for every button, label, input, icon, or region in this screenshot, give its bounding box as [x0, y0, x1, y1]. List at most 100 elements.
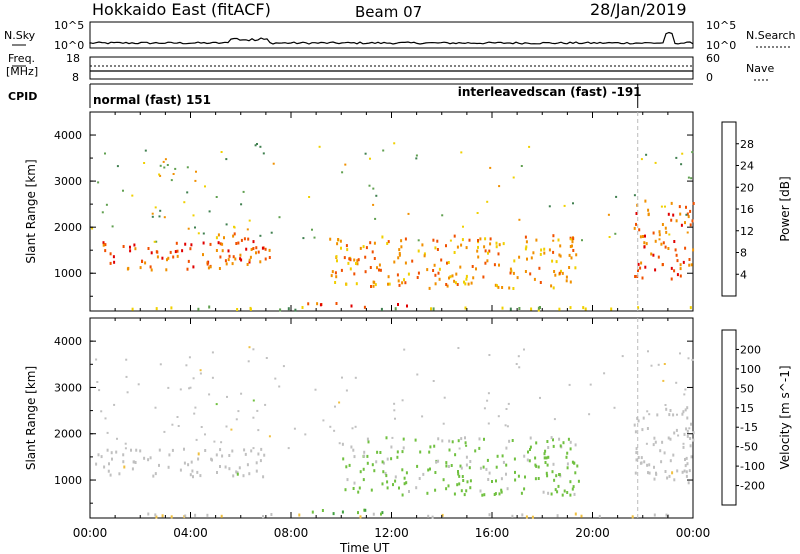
- data-cell: [175, 241, 178, 245]
- data-cell: [104, 249, 107, 253]
- data-cell: [556, 490, 559, 494]
- data-cell: [672, 413, 675, 417]
- cpid-segment-label-0: normal (fast) 151: [93, 93, 211, 107]
- data-cell: [558, 307, 561, 311]
- data-cell: [548, 248, 551, 252]
- data-cell: [262, 475, 265, 479]
- data-cell: [150, 251, 153, 255]
- data-cell: [123, 465, 126, 469]
- data-cell: [464, 306, 467, 310]
- data-cell: [462, 225, 464, 228]
- data-cell: [95, 358, 98, 361]
- data-cell: [158, 215, 161, 218]
- data-cell: [684, 464, 687, 468]
- data-cell: [559, 444, 562, 448]
- data-cell: [542, 490, 545, 494]
- data-cell: [414, 438, 417, 442]
- data-cell: [434, 488, 437, 492]
- data-cell: [478, 437, 481, 441]
- data-cell: [159, 164, 162, 167]
- data-cell: [545, 456, 548, 460]
- data-cell: [396, 450, 399, 454]
- data-cell: [675, 156, 678, 159]
- data-cell: [679, 274, 682, 278]
- freq-right-tick-top: 60: [706, 52, 720, 65]
- data-cell: [660, 460, 663, 464]
- noise-right-tick-top: 10^5: [706, 19, 736, 32]
- data-cell: [445, 487, 448, 491]
- data-cell: [378, 263, 381, 267]
- data-cell: [341, 510, 344, 514]
- data-cell: [456, 483, 459, 487]
- data-cell: [685, 427, 688, 431]
- data-cell: [248, 346, 251, 349]
- data-cell: [192, 214, 195, 217]
- data-cell: [349, 258, 352, 262]
- data-cell: [176, 249, 179, 253]
- data-cell: [221, 454, 224, 458]
- data-cell: [540, 248, 543, 252]
- data-cell: [654, 161, 657, 164]
- panel1-frame: [89, 111, 694, 312]
- data-cell: [322, 419, 325, 422]
- data-cell: [193, 412, 196, 415]
- data-cell: [405, 481, 408, 485]
- data-cell: [550, 284, 553, 288]
- data-cell: [163, 166, 166, 169]
- data-cell: [282, 365, 285, 368]
- data-cell: [664, 226, 667, 230]
- data-cell: [192, 475, 194, 479]
- data-cell: [667, 436, 670, 440]
- data-cell: [345, 389, 348, 392]
- data-cell: [669, 459, 672, 463]
- data-cell: [565, 279, 568, 283]
- data-cell: [487, 392, 490, 395]
- data-cell: [642, 416, 645, 420]
- data-cell: [183, 201, 186, 204]
- data-cell: [496, 284, 498, 288]
- data-cell: [209, 265, 212, 269]
- data-cell: [159, 174, 162, 177]
- data-cell: [270, 513, 273, 516]
- data-cell: [346, 478, 349, 482]
- data-cell: [528, 145, 531, 148]
- data-cell: [561, 271, 564, 275]
- cbar1-tick-label-0: 4: [740, 268, 747, 281]
- data-cell: [294, 308, 297, 312]
- cpid-segment-label-1: interleavedscan (fast) -191: [458, 85, 642, 99]
- data-cell: [262, 515, 264, 519]
- data-cell: [164, 158, 167, 161]
- data-cell: [107, 469, 110, 473]
- data-cell: [487, 422, 490, 425]
- data-cell: [131, 194, 134, 197]
- data-cell: [179, 468, 182, 472]
- nsearch-label: N.Search: [746, 29, 796, 42]
- data-cell: [686, 212, 689, 216]
- data-cell: [547, 491, 550, 495]
- cbar1-label: Power [dB]: [778, 176, 792, 241]
- freq-unit-label: [MHz]: [6, 65, 38, 78]
- data-cell: [104, 417, 107, 420]
- data-cell: [190, 243, 193, 247]
- data-cell: [419, 450, 422, 454]
- data-cell: [240, 238, 243, 242]
- data-cell: [495, 465, 498, 469]
- data-cell: [675, 253, 678, 257]
- data-cell: [664, 404, 667, 406]
- data-cell: [105, 203, 108, 206]
- data-cell: [562, 441, 565, 445]
- data-cell: [262, 152, 265, 155]
- data-cell: [661, 440, 664, 444]
- data-cell: [670, 277, 673, 281]
- data-cell: [221, 249, 224, 253]
- data-cell: [248, 258, 251, 262]
- data-cell: [531, 515, 534, 519]
- data-cell: [553, 418, 556, 421]
- data-cell: [529, 445, 532, 449]
- data-cell: [501, 286, 504, 289]
- data-cell: [569, 306, 572, 310]
- nave-label: Nave: [746, 62, 774, 75]
- data-cell: [257, 429, 260, 432]
- data-cell: [672, 213, 675, 217]
